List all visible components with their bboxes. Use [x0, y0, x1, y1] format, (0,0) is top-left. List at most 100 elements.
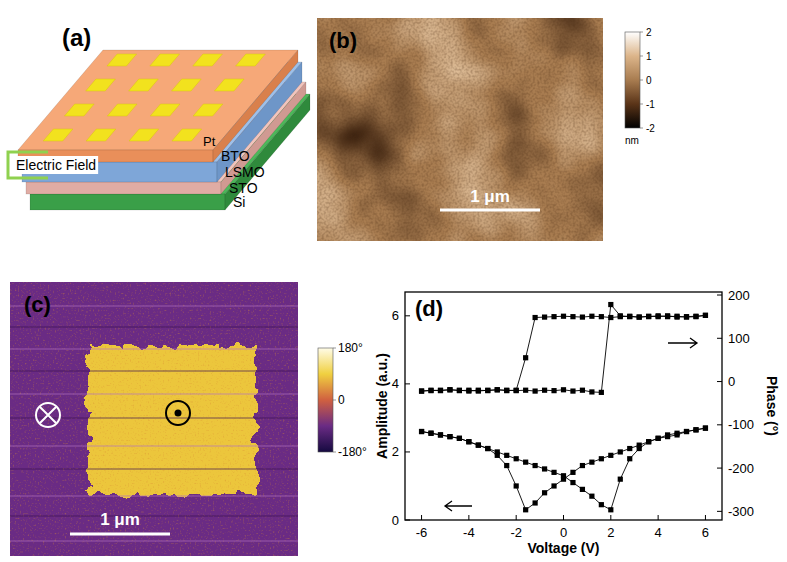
- data-point: [608, 302, 613, 307]
- symbol-into: [40, 407, 56, 423]
- plot-frame: [405, 292, 722, 520]
- y2-tick: [717, 338, 722, 339]
- colorbar: [625, 32, 640, 128]
- data-point: [542, 314, 547, 319]
- panel-d: -6-4-202460246-300-200-1000100200(d)Volt…: [374, 288, 780, 556]
- data-point: [656, 436, 661, 441]
- y-tick-label: 4: [392, 376, 399, 391]
- scan-streak: [10, 305, 298, 306]
- data-point: [684, 429, 689, 434]
- symbol-out: [166, 401, 190, 425]
- y2-tick: [717, 468, 722, 469]
- data-point: [656, 436, 661, 441]
- data-point: [637, 443, 642, 448]
- afm-texture: [317, 18, 603, 241]
- pt-electrode: [129, 79, 159, 91]
- y2-tick-label: -200: [728, 461, 754, 476]
- data-point: [457, 388, 462, 393]
- data-point: [656, 314, 661, 319]
- panel-label: (a): [62, 24, 91, 51]
- data-point: [599, 314, 604, 319]
- data-point: [561, 387, 566, 392]
- scan-streak: [10, 540, 298, 541]
- pfm-background: [10, 282, 298, 556]
- data-point: [693, 427, 698, 432]
- data-point: [570, 470, 575, 475]
- x-tick-label: 4: [655, 525, 662, 540]
- data-point: [618, 477, 623, 482]
- data-point: [627, 314, 632, 319]
- colorbar-tick: [640, 128, 643, 129]
- data-point: [476, 388, 481, 393]
- data-point: [447, 434, 452, 439]
- colorbar-tick-label: 0: [646, 75, 652, 86]
- data-point: [674, 314, 679, 319]
- colorbar-tick-label: -2: [646, 123, 655, 134]
- data-point: [485, 388, 490, 393]
- data-point: [665, 314, 670, 319]
- y2-tick: [717, 381, 722, 382]
- layer-side: [213, 50, 298, 162]
- y-axis-title: Amplitude (a.u.): [374, 353, 390, 459]
- colorbar-tick: [333, 452, 336, 453]
- data-point: [627, 446, 632, 451]
- scan-streak: [10, 326, 298, 327]
- data-point: [599, 456, 604, 461]
- data-point: [476, 388, 481, 393]
- x-tick: [658, 515, 659, 520]
- y-tick: [405, 315, 410, 316]
- data-point: [514, 483, 519, 488]
- data-point: [542, 490, 547, 495]
- pt-electrode: [43, 129, 73, 141]
- data-point: [504, 388, 509, 393]
- data-point: [561, 314, 566, 319]
- data-point: [646, 314, 651, 319]
- data-point: [684, 314, 689, 319]
- x-tick: [516, 515, 517, 520]
- afm-grain: [317, 18, 603, 241]
- data-point: [627, 456, 632, 461]
- data-point: [495, 387, 500, 392]
- x-tick-label: 0: [560, 525, 567, 540]
- colorbar-tick-label: -180°: [338, 445, 367, 459]
- x-tick-label: -4: [463, 525, 475, 540]
- data-point: [599, 502, 604, 507]
- axis-arrow: [668, 338, 697, 348]
- data-point: [533, 500, 538, 505]
- data-point: [514, 456, 519, 461]
- x-tick: [563, 515, 564, 520]
- data-point: [580, 487, 585, 492]
- data-point: [618, 314, 623, 319]
- data-point: [514, 388, 519, 393]
- data-point: [428, 431, 433, 436]
- data-point: [665, 434, 670, 439]
- panel-c: (c)1 μm180°0-180°: [10, 282, 367, 556]
- data-point: [495, 387, 500, 392]
- x-tick-label: 2: [607, 525, 614, 540]
- layer-front: [30, 194, 225, 210]
- scan-streak: [10, 348, 298, 349]
- data-point: [466, 439, 471, 444]
- x-tick-label: -6: [416, 525, 428, 540]
- data-point: [504, 453, 509, 458]
- y2-tick-label: -100: [728, 417, 754, 432]
- data-point: [608, 507, 613, 512]
- data-point: [674, 432, 679, 437]
- y-tick: [405, 451, 410, 452]
- colorbar-tick: [333, 400, 336, 401]
- y-tick-label: 0: [392, 513, 399, 528]
- y-tick: [405, 383, 410, 384]
- data-point: [646, 439, 651, 444]
- annotation: Electric Field: [16, 157, 96, 173]
- x-axis-title: Voltage (V): [527, 540, 599, 556]
- data-point: [466, 388, 471, 393]
- data-point: [703, 426, 708, 431]
- data-point: [428, 431, 433, 436]
- pt-electrode: [172, 129, 202, 141]
- colorbar: [318, 348, 333, 452]
- data-point: [457, 436, 462, 441]
- x-tick-label: -2: [510, 525, 522, 540]
- scan-streak: [10, 468, 298, 469]
- data-point: [523, 355, 528, 360]
- data-point: [684, 314, 689, 319]
